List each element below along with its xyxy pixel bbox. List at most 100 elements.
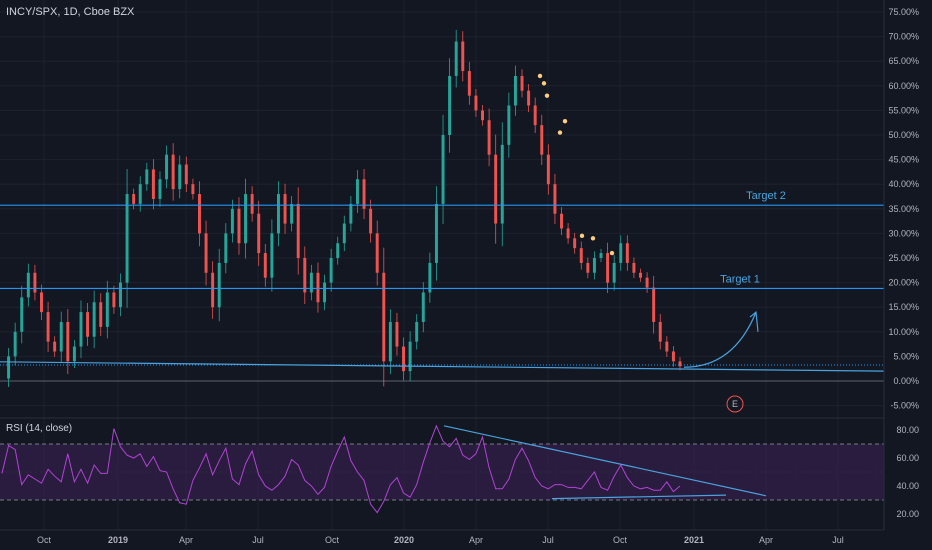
- candle-body: [560, 213, 563, 229]
- signal-dot: [537, 73, 543, 79]
- rsi-series: [1, 424, 767, 514]
- candle-body: [26, 272, 30, 298]
- x-tick-label: 2020: [394, 535, 414, 545]
- rsi-y-tick-label: 60.00: [896, 453, 919, 463]
- candle-body: [513, 75, 517, 106]
- candle-body: [66, 321, 70, 362]
- candle-body: [92, 302, 96, 337]
- earnings-circle-icon: [726, 395, 744, 413]
- candle-body: [599, 253, 603, 258]
- candle-body: [678, 361, 682, 367]
- candle-body: [592, 258, 596, 273]
- rsi-line: [1, 424, 681, 514]
- candle-body: [125, 194, 129, 283]
- candle-body: [665, 341, 669, 352]
- candle-body: [408, 341, 412, 372]
- candle-body: [362, 179, 366, 209]
- candle-body: [639, 272, 642, 278]
- signal-dot: [579, 233, 585, 239]
- candle-body: [619, 243, 623, 263]
- x-tick-label: 2021: [684, 535, 704, 545]
- candle-body: [40, 292, 43, 313]
- candle-body: [402, 346, 406, 372]
- candle-body: [586, 262, 590, 273]
- candle-body: [579, 248, 583, 263]
- candle-body: [244, 194, 248, 244]
- candle-body: [283, 194, 287, 224]
- candle-body: [230, 208, 234, 234]
- rsi-y-tick-label: 40.00: [896, 481, 919, 491]
- y-tick-label: 55.00%: [888, 105, 919, 115]
- x-tick-label: Oct: [325, 535, 340, 545]
- candle-body: [316, 272, 320, 303]
- rsi-y-tick-label: 20.00: [896, 509, 919, 519]
- x-tick-label: Apr: [759, 535, 773, 545]
- earnings-label: E: [732, 399, 738, 409]
- candle-body: [388, 321, 392, 362]
- candle-body: [540, 125, 544, 155]
- y-tick-label: 75.00%: [888, 7, 919, 17]
- candle-body: [487, 120, 491, 155]
- candle-body: [336, 243, 340, 258]
- arrow-head-icon: [749, 310, 759, 332]
- candle-body: [237, 208, 241, 244]
- target-label: Target 2: [746, 190, 786, 202]
- support-trendline: [0, 361, 885, 372]
- candle-body: [184, 164, 188, 185]
- candle-body: [217, 262, 221, 308]
- candle-body: [658, 321, 662, 342]
- y-tick-label: 50.00%: [888, 130, 919, 140]
- candle-body: [461, 41, 465, 72]
- candle-body: [171, 154, 175, 190]
- y-tick-label: 35.00%: [888, 204, 919, 214]
- signal-dot: [557, 130, 563, 135]
- x-tick-label: Jul: [832, 535, 844, 545]
- candle-body: [632, 262, 636, 273]
- candle-body: [224, 233, 228, 263]
- candle-body: [211, 272, 215, 308]
- candle-body: [415, 321, 419, 342]
- candle-body: [434, 203, 438, 263]
- candle-body: [625, 243, 629, 263]
- candle-body: [119, 282, 122, 308]
- candle-body: [151, 169, 155, 199]
- rsi-y-tick-label: 80.00: [896, 425, 919, 435]
- candle-body: [421, 292, 425, 322]
- y-tick-label: 10.00%: [888, 327, 919, 337]
- candle-body: [329, 258, 333, 283]
- y-tick-label: 65.00%: [888, 56, 919, 66]
- y-tick-label: 25.00%: [888, 253, 919, 263]
- x-tick-label: Jul: [542, 535, 554, 545]
- price-levels: 35.73%Target 218.81%Target 13.25%: [0, 190, 920, 372]
- candle-body: [573, 238, 577, 249]
- candle-body: [33, 272, 37, 293]
- candle-body: [349, 203, 353, 224]
- rsi-resistance-trendline: [443, 425, 767, 497]
- candle-body: [553, 184, 557, 214]
- candle-body: [165, 154, 169, 180]
- x-tick-label: Oct: [613, 535, 628, 545]
- signal-dot: [541, 81, 547, 86]
- rsi-title[interactable]: RSI (14, close): [6, 423, 73, 434]
- candle-body: [204, 233, 208, 273]
- candle-body: [53, 341, 57, 352]
- ticker-title[interactable]: INCY/SPX, 1D, Cboe BZX: [6, 6, 135, 18]
- candle-body: [652, 287, 656, 322]
- curved-arrow-icon: [683, 311, 757, 368]
- y-tick-label: 20.00%: [888, 278, 919, 288]
- candle-body: [7, 356, 11, 379]
- candle-body: [474, 95, 478, 111]
- x-tick-label: 2019: [108, 535, 128, 545]
- y-tick-label: -5.00%: [890, 401, 919, 411]
- candle-body: [197, 194, 201, 234]
- candle-body: [395, 321, 399, 347]
- signal-dot: [544, 93, 550, 98]
- candle-body: [520, 75, 524, 91]
- candle-body: [606, 253, 610, 283]
- candle-body: [342, 223, 346, 244]
- candle-body: [309, 272, 313, 293]
- candle-body: [46, 312, 50, 342]
- candle-body: [112, 292, 116, 308]
